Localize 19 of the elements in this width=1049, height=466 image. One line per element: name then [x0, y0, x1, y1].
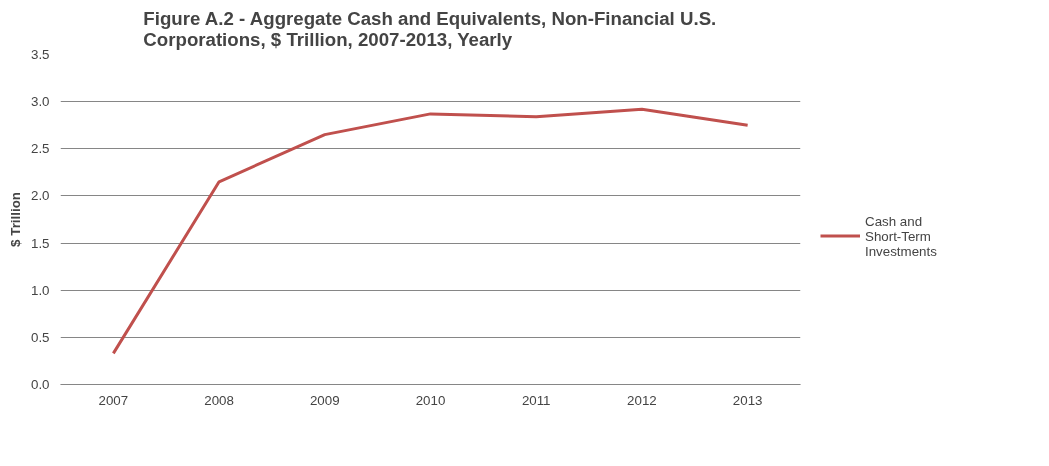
- y-axis-title: $ Trillion: [7, 192, 23, 247]
- y-tick-label: 2.5: [30, 141, 50, 157]
- y-tick-label: 2.0: [30, 188, 50, 204]
- x-tick-label: 2010: [415, 392, 446, 408]
- y-tick-label: 3.5: [30, 47, 50, 62]
- chart-title: Figure A.2 - Aggregate Cash and Equivalents, Non-Financial U.S. Corporations, $ Trillion, 2007-2013, Yearly: [143, 7, 717, 50]
- y-tick-label: 1.5: [30, 235, 50, 251]
- x-tick-label: 2007: [98, 392, 129, 408]
- y-tick-label: 3.0: [30, 94, 50, 110]
- x-tick-label: 2011: [521, 392, 551, 408]
- x-tick-label: 2013: [732, 392, 763, 408]
- x-tick-label: 2008: [204, 392, 234, 408]
- x-tick-label: 2009: [309, 392, 340, 408]
- legend-label: Cash and Short-Term Investments: [865, 213, 937, 258]
- y-tick-label: 0.5: [30, 329, 50, 345]
- y-tick-label: 1.0: [30, 282, 50, 298]
- line-series: [111, 107, 750, 355]
- y-tick-label: 0.0: [30, 377, 50, 392]
- x-tick-label: 2012: [627, 392, 657, 408]
